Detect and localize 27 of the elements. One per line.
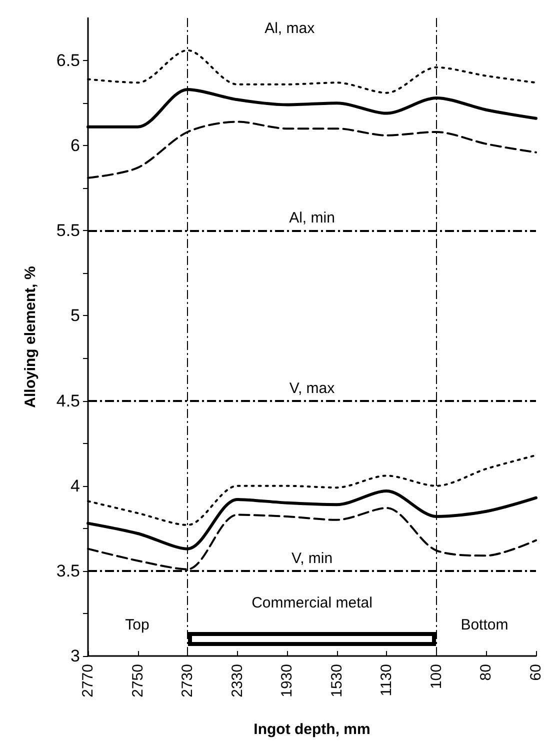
y-axis-title: Alloying element, % [22, 266, 39, 408]
x-tick-label: 60 [528, 664, 544, 681]
x-tick-label: 1530 [328, 664, 346, 698]
annotation: Commercial metal [252, 594, 372, 612]
annotation: Al, max [264, 20, 316, 38]
x-tick-label: 100 [428, 664, 445, 690]
x-tick-label: 1930 [278, 664, 296, 698]
y-tick-label: 6 [70, 136, 80, 156]
x-axis-title: Ingot depth, mm [254, 721, 370, 738]
y-tick-label: 3 [70, 646, 80, 666]
annotation: Top [125, 616, 150, 634]
x-tick-label: 2330 [228, 664, 246, 698]
y-tick-label: 4 [70, 476, 80, 496]
x-tick-label: 2770 [80, 664, 96, 698]
y-tick-label: 4.5 [56, 391, 80, 410]
y-tick-label: 6.5 [56, 51, 80, 70]
x-tick-label: 2730 [179, 664, 196, 698]
annotation: Bottom [460, 616, 508, 634]
ref-line-label: V, max [289, 380, 336, 397]
ref-line-label: Al, min [289, 210, 335, 227]
x-tick-label: 2750 [129, 664, 146, 698]
y-tick-label: 5.5 [56, 221, 80, 240]
x-tick-label: 80 [478, 664, 495, 681]
x-tick-label: 1130 [378, 664, 396, 696]
y-tick-label: 5 [70, 306, 80, 326]
y-tick-label: 3.5 [56, 561, 80, 580]
ref-line-label: V, min [291, 550, 333, 567]
